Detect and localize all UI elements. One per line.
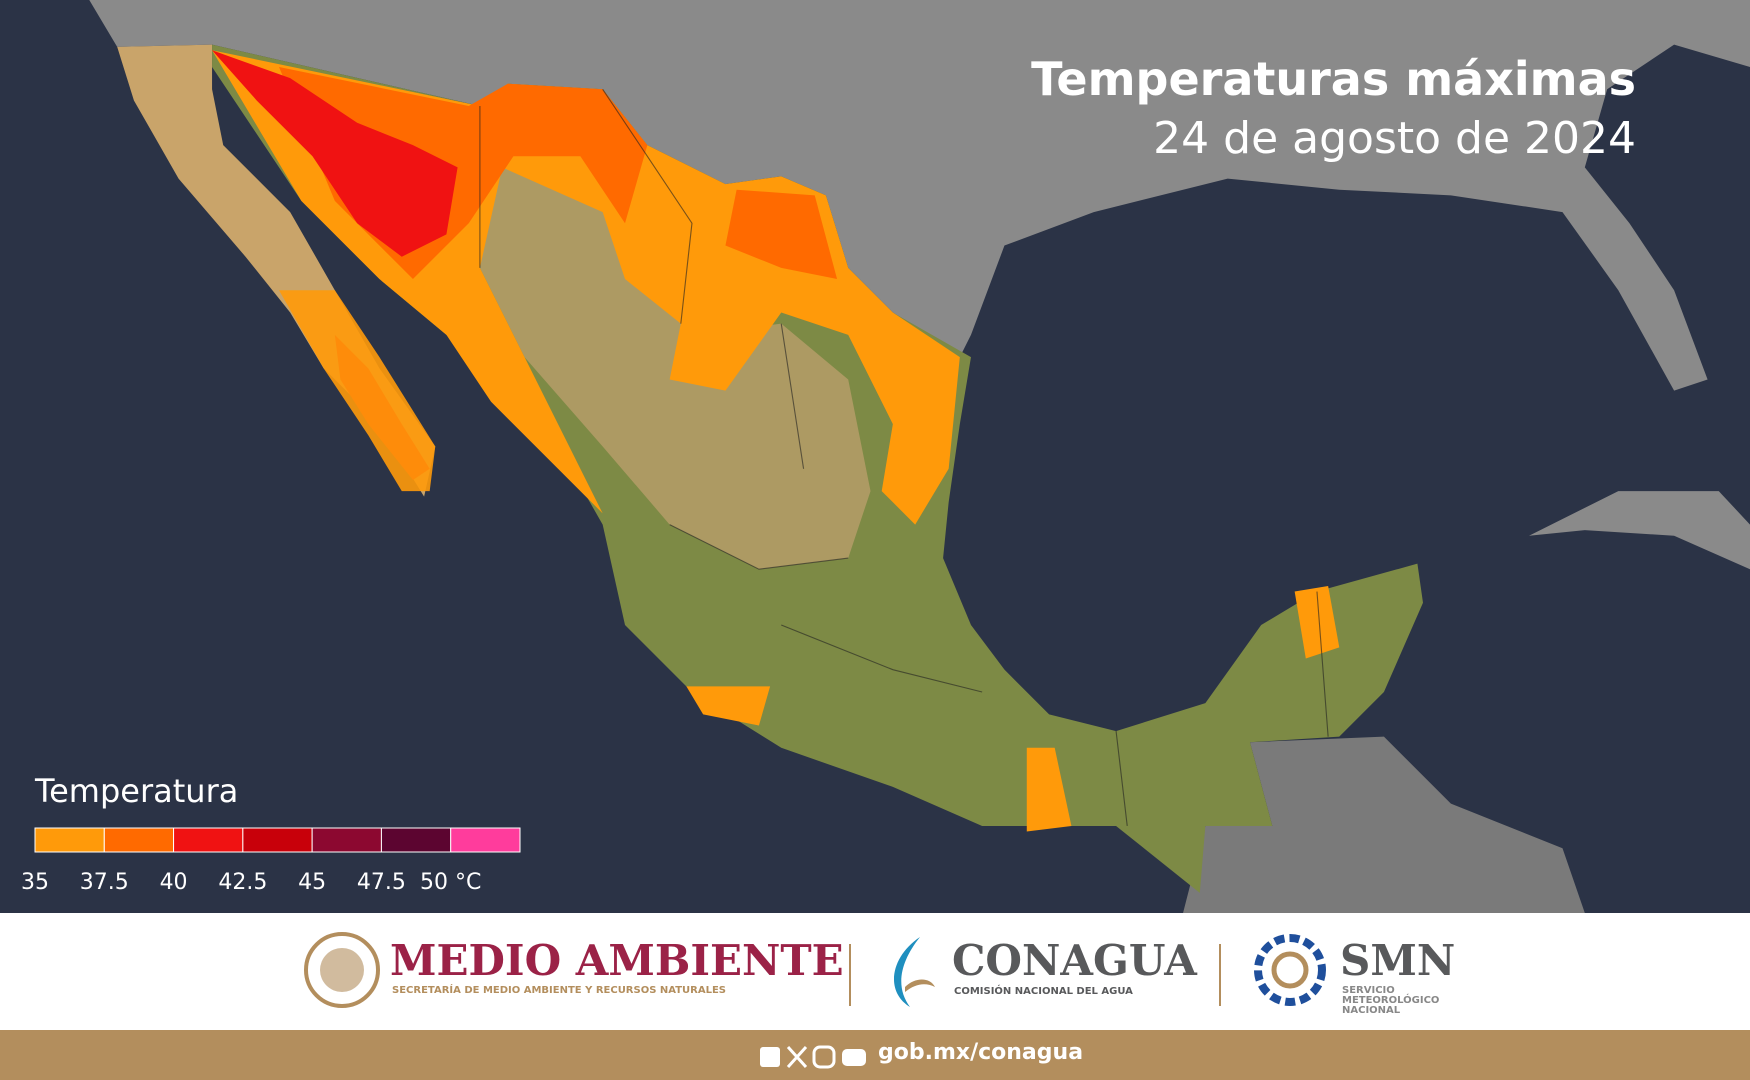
facebook-icon[interactable] (760, 1047, 780, 1067)
youtube-icon[interactable] (842, 1049, 866, 1066)
x-icon[interactable] (786, 1045, 808, 1069)
conagua-wave (893, 937, 920, 1007)
semarnat-subtitle: SECRETARÍA DE MEDIO AMBIENTE Y RECURSOS … (392, 985, 727, 996)
separator (849, 944, 851, 1006)
emblem-core (320, 948, 364, 992)
legend-label: 42.5 (218, 870, 267, 895)
smn-sub-line: NACIONAL (1342, 1005, 1401, 1016)
smn-sub-line: METEOROLÓGICO (1342, 995, 1440, 1006)
map (0, 0, 1750, 913)
conagua-drop (905, 979, 935, 992)
smn-spiral (1271, 951, 1309, 989)
smn-icon (1254, 934, 1326, 1006)
semarnat-name: MEDIO AMBIENTE (390, 936, 844, 985)
heat-oaxaca (1026, 747, 1072, 832)
conagua-icon (893, 937, 935, 1007)
map-title: Temperaturas máximas (1031, 52, 1636, 106)
heat-red (212, 50, 458, 257)
social-icons (760, 1045, 866, 1069)
legend-swatch (242, 827, 313, 853)
legend-label: 37.5 (80, 870, 129, 895)
legend-label: 47.5 (357, 870, 406, 895)
footer-bar (0, 1030, 1750, 1080)
cuba (1529, 491, 1750, 570)
smn-name: SMN (1340, 936, 1456, 985)
mexico-emblem (304, 932, 380, 1008)
central-america (1183, 736, 1585, 913)
heat-baja (279, 290, 436, 492)
legend-swatch (34, 827, 105, 853)
smn-subtitle: SERVICIO METEOROLÓGICO NACIONAL (1342, 986, 1439, 1016)
logo-band (0, 913, 1750, 1030)
us-land (89, 0, 1750, 391)
emblem-ring (304, 932, 380, 1008)
border-lines (479, 88, 1329, 827)
heat-dark-orange-2 (725, 189, 838, 280)
legend-label: 50 °C (420, 870, 481, 895)
smn-sub-line: SERVICIO (1342, 985, 1395, 996)
legend-label: 35 (21, 870, 49, 895)
legend-title: Temperatura (35, 772, 239, 810)
legend-swatch (311, 827, 382, 853)
legend: 35 37.5 40 42.5 45 47.5 50 °C (21, 827, 521, 895)
legend-label: 40 (160, 870, 188, 895)
conagua-name: CONAGUA (952, 936, 1197, 985)
legend-swatch (380, 827, 452, 853)
smn-ring (1254, 934, 1326, 1006)
map-date: 24 de agosto de 2024 (1153, 113, 1636, 164)
heat-yucatan (1294, 585, 1340, 659)
conagua-subtitle: COMISIÓN NACIONAL DEL AGUA (954, 986, 1133, 997)
heat-guerrero (686, 686, 771, 726)
instagram-icon[interactable] (812, 1045, 836, 1069)
legend-swatch (450, 827, 521, 853)
legend-swatch (173, 827, 244, 853)
state-borders (479, 88, 1329, 827)
footer-url[interactable]: gob.mx/conagua (878, 1040, 1084, 1065)
separator (1219, 944, 1221, 1006)
legend-label: 45 (298, 870, 326, 895)
legend-swatch (103, 827, 175, 853)
